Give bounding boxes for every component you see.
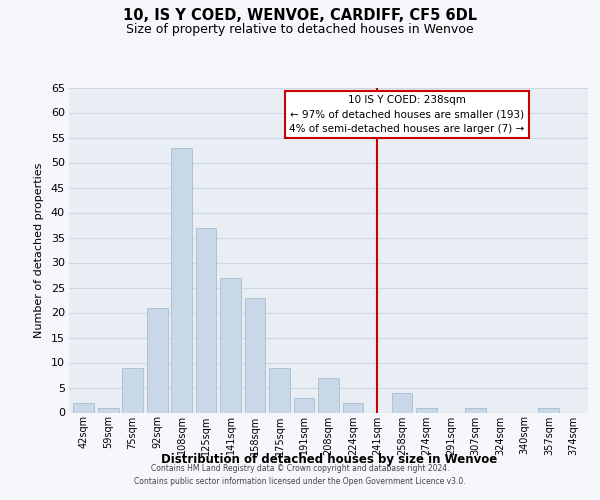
Bar bbox=[220, 278, 241, 412]
Bar bbox=[147, 308, 167, 412]
Bar bbox=[73, 402, 94, 412]
Bar bbox=[392, 392, 412, 412]
Y-axis label: Number of detached properties: Number of detached properties bbox=[34, 162, 44, 338]
Text: 10, IS Y COED, WENVOE, CARDIFF, CF5 6DL: 10, IS Y COED, WENVOE, CARDIFF, CF5 6DL bbox=[123, 8, 477, 22]
Bar bbox=[343, 402, 364, 412]
Bar bbox=[98, 408, 119, 412]
Bar bbox=[318, 378, 339, 412]
Text: 10 IS Y COED: 238sqm
← 97% of detached houses are smaller (193)
4% of semi-detac: 10 IS Y COED: 238sqm ← 97% of detached h… bbox=[289, 95, 524, 134]
Bar bbox=[416, 408, 437, 412]
Bar bbox=[269, 368, 290, 412]
Text: Size of property relative to detached houses in Wenvoe: Size of property relative to detached ho… bbox=[126, 22, 474, 36]
Bar bbox=[293, 398, 314, 412]
Bar bbox=[245, 298, 265, 412]
Bar bbox=[196, 228, 217, 412]
Text: Contains HM Land Registry data © Crown copyright and database right 2024.
Contai: Contains HM Land Registry data © Crown c… bbox=[134, 464, 466, 486]
Bar bbox=[465, 408, 486, 412]
Bar bbox=[171, 148, 192, 412]
Bar bbox=[122, 368, 143, 412]
Bar bbox=[538, 408, 559, 412]
Text: Distribution of detached houses by size in Wenvoe: Distribution of detached houses by size … bbox=[161, 452, 497, 466]
